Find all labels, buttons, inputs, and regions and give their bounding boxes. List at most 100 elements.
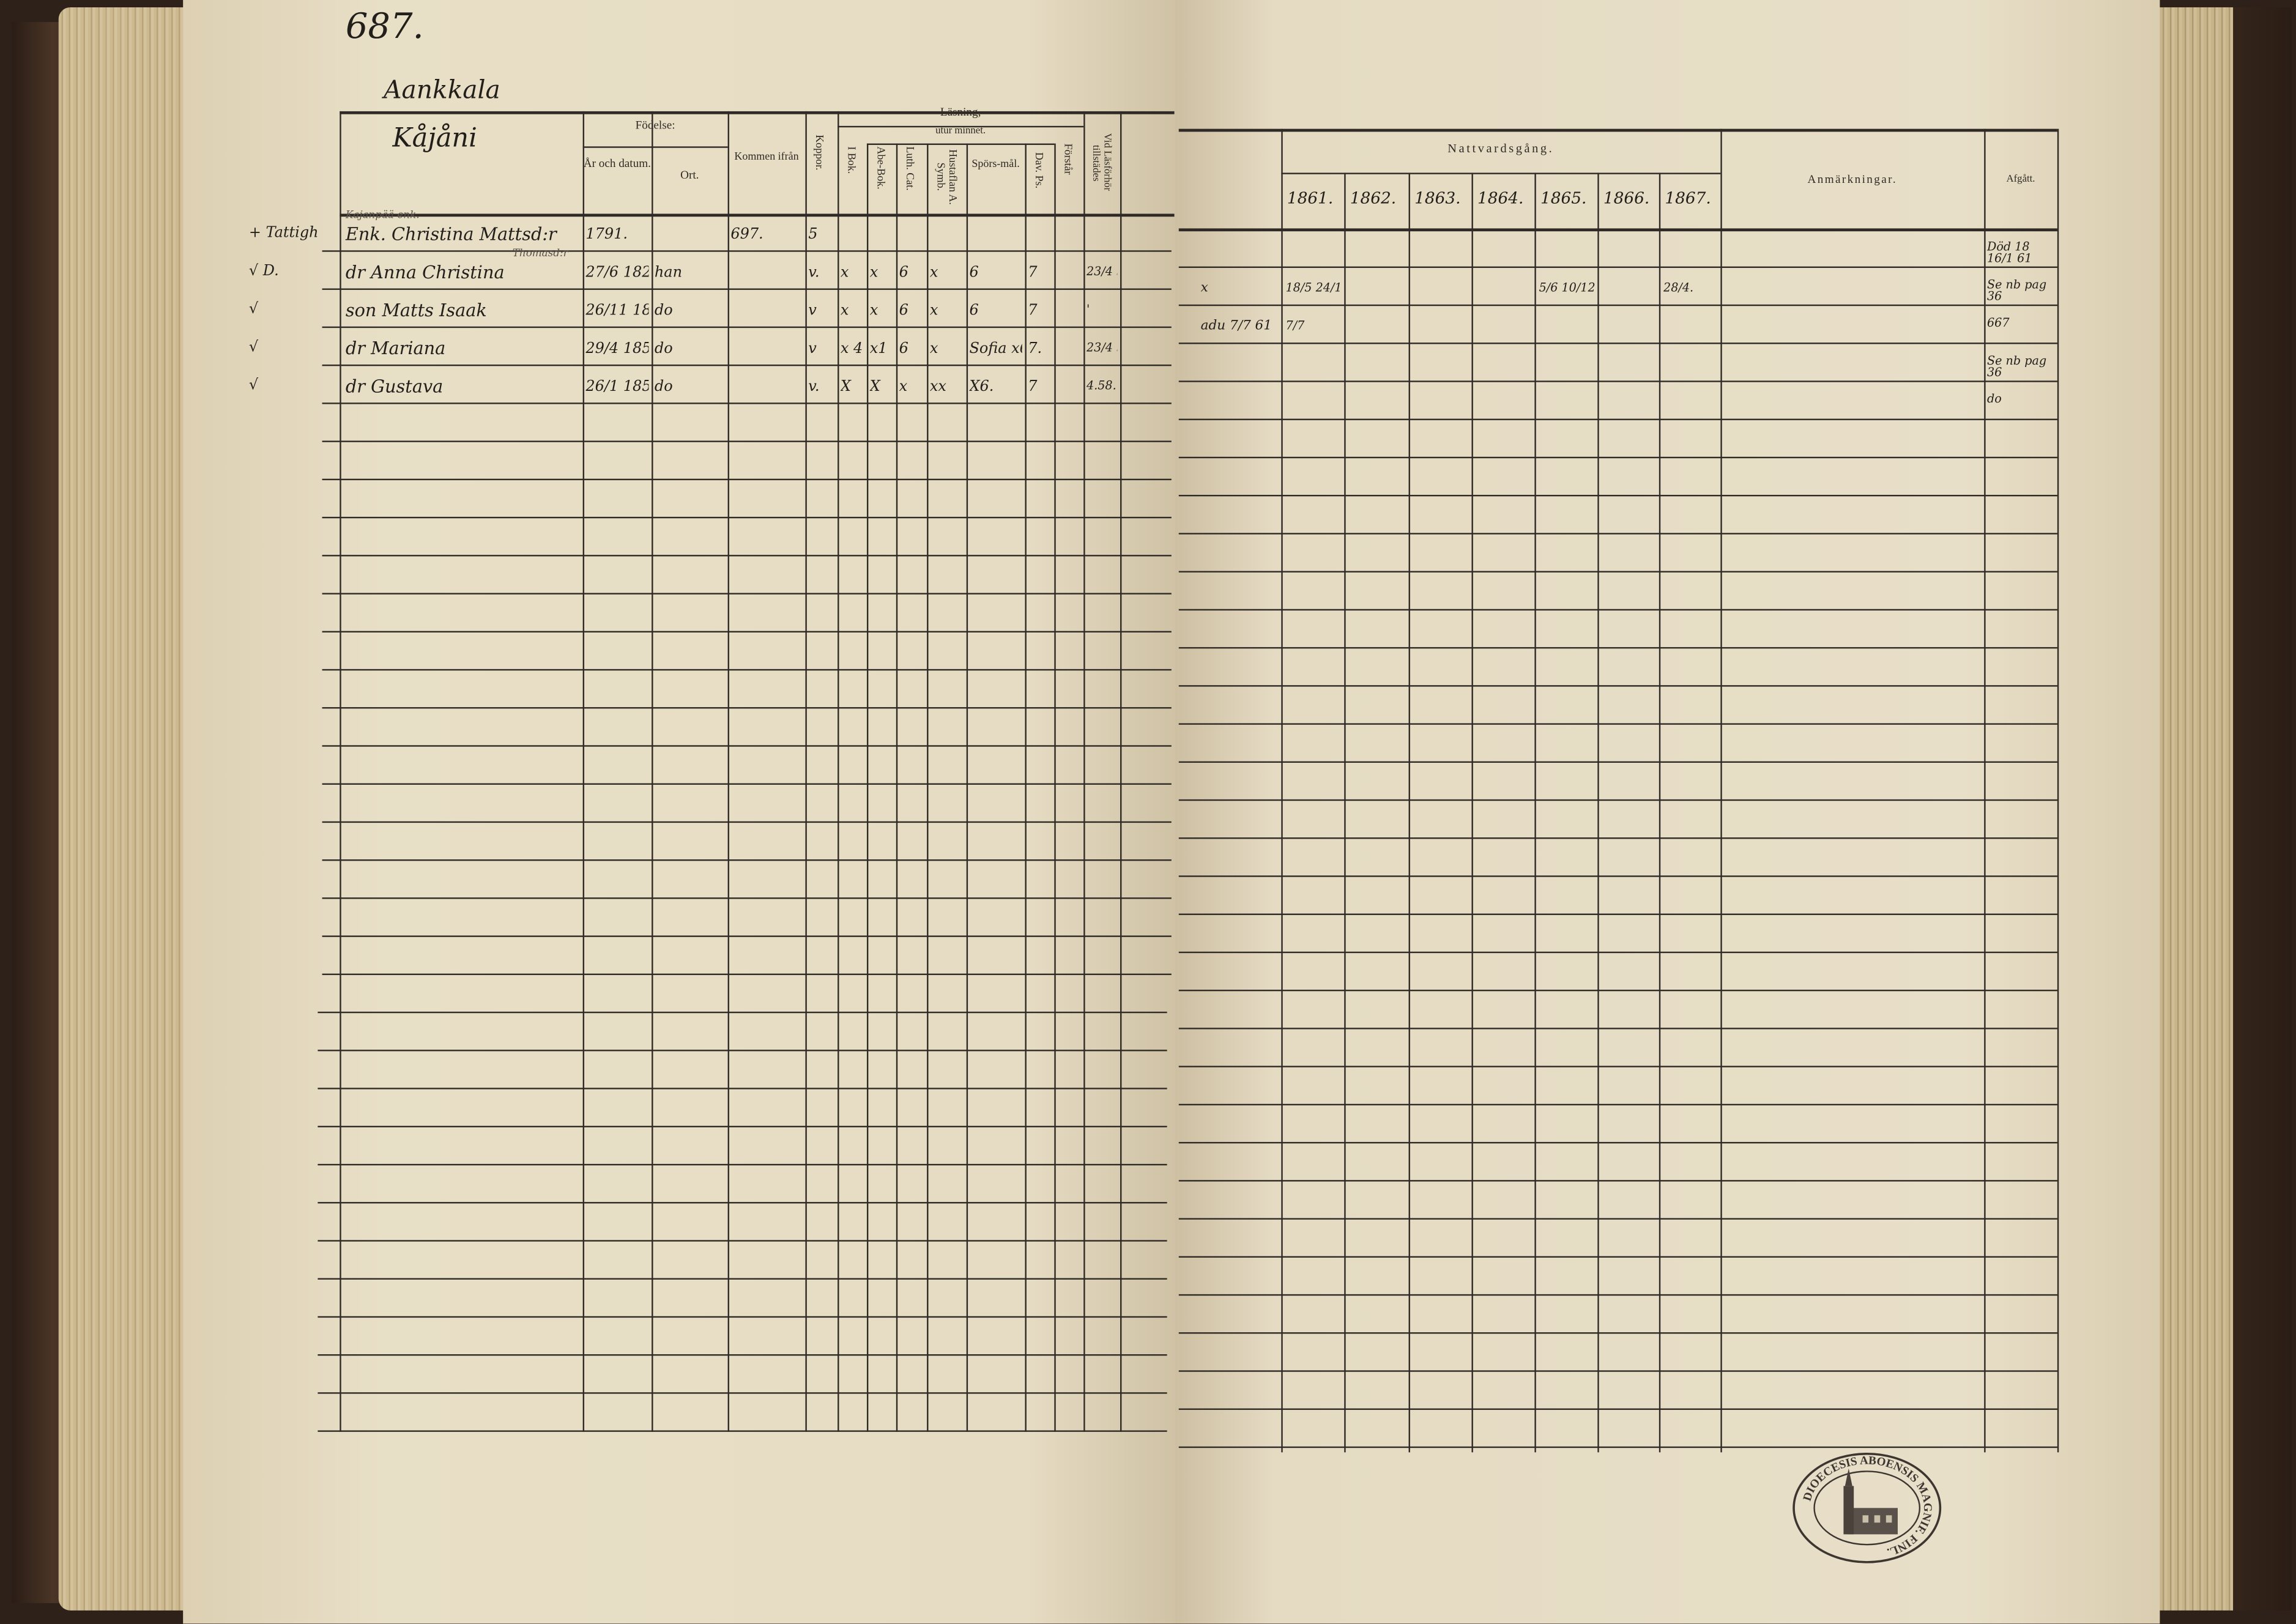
reading-subrule bbox=[838, 125, 1084, 127]
column-rule bbox=[1659, 172, 1661, 1453]
row-rule bbox=[1178, 456, 2057, 458]
row-rule bbox=[1178, 990, 2057, 992]
cell-psalms: 7 bbox=[1028, 379, 1038, 396]
column-rule bbox=[896, 143, 898, 1432]
birth-subrule bbox=[582, 146, 728, 148]
cell-table-of-duties: xx bbox=[929, 379, 946, 396]
column-rule bbox=[1471, 172, 1473, 1453]
cell-in-book: x 4 bbox=[840, 341, 863, 358]
cell-smallpox: v bbox=[808, 303, 817, 319]
row-rule bbox=[1178, 380, 2057, 382]
row-rule bbox=[1178, 1332, 2057, 1334]
column-rule bbox=[1120, 111, 1122, 1432]
person-name: dr Gustava bbox=[345, 376, 444, 397]
year-header-1861: 1861. bbox=[1287, 188, 1334, 208]
cell-questions: X6. bbox=[969, 379, 994, 396]
row-rule bbox=[1178, 1028, 2057, 1029]
header-bottom-rule bbox=[340, 213, 1175, 217]
pre-communion-note: adu 7/7 61 bbox=[1200, 319, 1272, 334]
year-header-1863: 1863. bbox=[1414, 188, 1461, 208]
row-rule bbox=[318, 1430, 1167, 1432]
row-rule bbox=[1178, 685, 2057, 687]
row-rule bbox=[322, 250, 1172, 252]
cell-catechism: 6 bbox=[899, 303, 908, 319]
year-header-1865: 1865. bbox=[1540, 188, 1587, 208]
departed-cell: Se nb pag 36 bbox=[1986, 354, 2047, 379]
cell-birth-date: 29/4 1854 bbox=[585, 341, 648, 358]
cell-abc-book: x1 bbox=[869, 341, 888, 358]
cell-birth-place: do bbox=[654, 379, 673, 396]
cell-questions: 6 bbox=[969, 265, 979, 281]
cell-table-of-duties: x bbox=[929, 303, 938, 319]
person-name: dr Anna Christina bbox=[345, 262, 505, 283]
header-reading: Läsning, bbox=[940, 105, 981, 119]
communion-cell-1867: 28/4. bbox=[1663, 281, 1694, 295]
row-rule bbox=[322, 593, 1172, 595]
cell-catechism: 6 bbox=[899, 341, 908, 358]
departed-cell: Se nb pag 36 bbox=[1986, 278, 2047, 303]
column-rule bbox=[2057, 128, 2059, 1453]
entry-note: Kajanpää enk. bbox=[345, 209, 420, 221]
row-rule bbox=[1178, 1218, 2057, 1220]
header-communion: Nattvardsgång. bbox=[1447, 140, 1555, 155]
cell-birth-place: do bbox=[654, 341, 673, 358]
row-rule bbox=[1178, 647, 2057, 649]
by-heart-subrule bbox=[866, 143, 1055, 145]
cell-table-of-duties: x bbox=[929, 341, 938, 358]
header-catechism: Luth. Cat. bbox=[904, 146, 917, 191]
row-rule bbox=[1178, 799, 2057, 801]
row-rule bbox=[318, 1278, 1167, 1280]
column-rule bbox=[805, 111, 807, 1432]
row-rule bbox=[322, 402, 1172, 404]
column-rule bbox=[1984, 128, 1986, 1453]
column-rule bbox=[652, 111, 653, 1432]
column-rule bbox=[1083, 111, 1085, 1432]
row-rule bbox=[322, 821, 1172, 823]
row-rule bbox=[318, 1163, 1167, 1165]
row-rule bbox=[1178, 1256, 2057, 1258]
column-rule bbox=[866, 143, 869, 1432]
diocese-seal-stamp: DIOECESIS ABOENSIS MAGNIF. FINL. bbox=[1793, 1452, 1942, 1563]
row-rule bbox=[322, 897, 1172, 899]
row-rule bbox=[1178, 1446, 2057, 1448]
cell-smallpox: 5 bbox=[808, 226, 818, 243]
departed-cell: Död 18 16/1 61 bbox=[1986, 240, 2032, 265]
cell-smallpox: v. bbox=[808, 265, 820, 281]
cell-came-from: 697. bbox=[730, 226, 763, 243]
cell-abc-book: x bbox=[869, 265, 879, 281]
departed-cell: do bbox=[1986, 392, 2002, 406]
row-rule bbox=[1178, 761, 2057, 763]
cell-present: ' bbox=[1086, 303, 1090, 316]
header-came-from: Kommen ifrån bbox=[734, 149, 799, 163]
row-rule bbox=[1178, 266, 2057, 268]
row-rule bbox=[318, 1011, 1167, 1014]
departed-cell: 667 bbox=[1986, 316, 2010, 330]
row-rule bbox=[318, 1125, 1167, 1127]
cell-catechism: 6 bbox=[899, 265, 908, 281]
row-rule bbox=[322, 783, 1172, 785]
row-rule bbox=[1178, 951, 2057, 953]
communion-cell-1861: 7/7 bbox=[1285, 319, 1305, 333]
cell-in-book: X bbox=[840, 379, 851, 396]
cell-in-book: x bbox=[840, 303, 849, 319]
row-rule bbox=[1178, 571, 2057, 573]
row-rule bbox=[1178, 533, 2057, 535]
header-questions: Spörs-mål. bbox=[972, 157, 1020, 170]
row-rule bbox=[322, 478, 1172, 480]
cell-present: 4.58. bbox=[1086, 379, 1116, 393]
cell-catechism: x bbox=[899, 379, 908, 396]
row-rule bbox=[322, 288, 1172, 290]
cell-birth-date: 26/1 1857 bbox=[585, 379, 648, 396]
row-rule bbox=[1178, 495, 2057, 497]
cell-abc-book: x bbox=[869, 303, 879, 319]
header-table-of-duties: Hustaflan A. Symb. bbox=[934, 149, 960, 205]
row-rule bbox=[318, 1354, 1167, 1356]
column-rule bbox=[966, 143, 968, 1432]
row-rule bbox=[318, 1088, 1167, 1089]
row-rule bbox=[322, 516, 1172, 519]
header-birth-place: Ort. bbox=[680, 168, 699, 182]
row-rule bbox=[1178, 723, 2057, 725]
row-rule bbox=[1178, 418, 2057, 420]
column-rule bbox=[838, 111, 839, 1432]
row-rule bbox=[322, 440, 1172, 442]
